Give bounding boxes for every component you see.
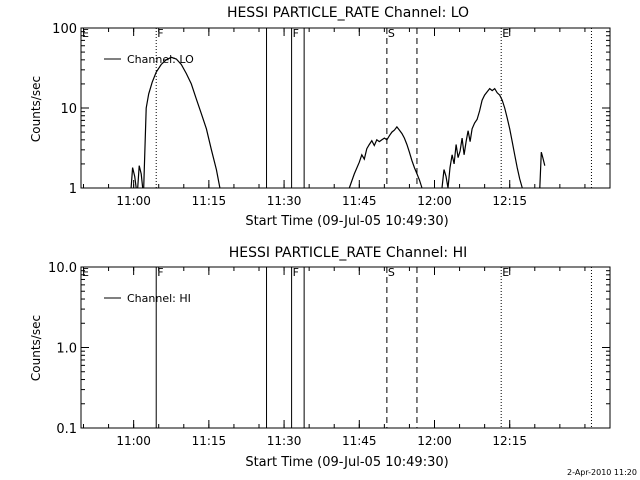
event-marker-label-lo: E xyxy=(82,27,89,40)
series-line-lo xyxy=(137,165,144,189)
x-axis-label-hi: Start Time (09-Jul-05 10:49:30) xyxy=(245,455,448,470)
x-tick-label-hi: 11:45 xyxy=(342,434,377,448)
x-tick-label-hi: 12:00 xyxy=(417,434,452,448)
y-tick-label-hi: 1.0 xyxy=(56,342,77,357)
chart-panel-lo: HESSI PARTICLE_RATE Channel: LO Counts/s… xyxy=(29,5,611,229)
x-tick-label-hi: 12:15 xyxy=(492,434,527,448)
y-axis-label-hi: Counts/sec xyxy=(29,315,43,381)
series-line-lo xyxy=(348,125,423,189)
x-axis-label-lo: Start Time (09-Jul-05 10:49:30) xyxy=(245,214,448,229)
series-line-lo xyxy=(441,87,523,189)
event-marker-label-hi: F xyxy=(157,266,163,279)
event-marker-label-hi: F xyxy=(293,266,299,279)
x-tick-label-lo: 12:15 xyxy=(492,194,527,208)
legend-label-lo: Channel: LO xyxy=(127,53,194,66)
footer-timestamp: 2-Apr-2010 11:20 xyxy=(567,468,637,477)
x-tick-label-lo: 11:30 xyxy=(267,194,302,208)
chart-title-hi: HESSI PARTICLE_RATE Channel: HI xyxy=(229,245,467,261)
event-marker-label-lo: F xyxy=(157,27,163,40)
x-tick-label-lo: 12:00 xyxy=(417,194,452,208)
x-tick-label-lo: 11:00 xyxy=(116,194,151,208)
y-tick-label-lo: 1 xyxy=(69,182,77,197)
chart-title-lo: HESSI PARTICLE_RATE Channel: LO xyxy=(227,5,469,21)
event-marker-label-lo: F xyxy=(293,27,299,40)
y-tick-label-lo: 10 xyxy=(60,102,77,117)
y-tick-label-hi: 0.1 xyxy=(56,422,77,437)
x-tick-label-hi: 11:15 xyxy=(192,434,227,448)
plot-area-lo: 11:00 11:15 11:30 11:45 12:00 12:15 1 10 100 F F S E… xyxy=(52,22,611,208)
series-line-lo xyxy=(143,56,221,189)
event-marker-label-hi: E xyxy=(502,266,509,279)
x-tick-label-hi: 11:00 xyxy=(116,434,151,448)
x-tick-label-hi: 11:30 xyxy=(267,434,302,448)
y-tick-label-hi: 10.0 xyxy=(48,261,77,276)
plot-area-hi: 11:00 11:15 11:30 11:45 12:00 12:15 0.1 1.0 10.0… xyxy=(48,261,611,448)
y-tick-label-lo: 100 xyxy=(52,22,77,37)
event-marker-label-hi: S xyxy=(388,266,395,279)
event-marker-label-lo: E xyxy=(502,27,509,40)
chart-panel-hi: HESSI PARTICLE_RATE Channel: HI Counts/s… xyxy=(29,245,611,470)
legend-label-hi: Channel: HI xyxy=(127,292,191,305)
event-marker-label-hi: E xyxy=(82,266,89,279)
plot-frame-lo xyxy=(80,27,611,189)
series-line-lo xyxy=(130,167,137,189)
event-marker-label-lo: S xyxy=(388,27,395,40)
series-line-lo xyxy=(539,152,546,189)
y-axis-label-lo: Counts/sec xyxy=(29,76,43,142)
x-tick-label-lo: 11:15 xyxy=(192,194,227,208)
x-tick-label-lo: 11:45 xyxy=(342,194,377,208)
